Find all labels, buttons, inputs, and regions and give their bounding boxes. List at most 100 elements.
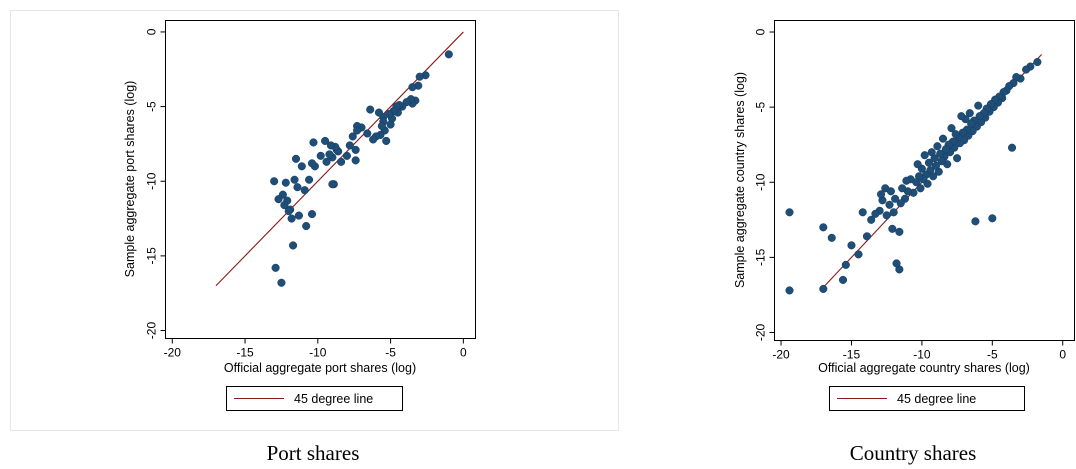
data-point	[841, 260, 850, 269]
data-point	[882, 211, 891, 220]
data-point	[316, 151, 325, 160]
data-point	[871, 209, 880, 218]
y-axis-label: Sample aggregate country shares (log)	[733, 72, 747, 288]
x-tick-label: -20	[772, 348, 790, 362]
data-point	[975, 112, 984, 121]
data-point	[858, 208, 867, 217]
data-point	[271, 263, 280, 272]
data-point	[819, 284, 828, 293]
country-shares-panel: -20 -15 -10 -5 0 0 -5 -10 -15 -20 Official aggreg…	[733, 20, 1075, 465]
x-tick-label: 0	[1059, 348, 1066, 362]
data-point	[881, 184, 890, 193]
data-point	[284, 207, 293, 216]
data-point	[862, 232, 872, 241]
data-point	[892, 259, 901, 268]
ticks: -20 -15 -10 -5 0 0 -5 -10 -15 -20	[145, 28, 468, 359]
data-point	[366, 105, 375, 114]
data-point	[819, 223, 828, 232]
data-point	[920, 151, 929, 160]
data-point	[785, 286, 794, 295]
data-point	[936, 149, 945, 158]
data-point	[933, 142, 942, 151]
y-tick-label: -20	[754, 323, 768, 341]
data-point	[902, 176, 911, 185]
y-tick-label: -10	[754, 173, 768, 191]
data-point	[325, 150, 334, 159]
y-tick-label: 0	[145, 28, 159, 35]
plot-frame	[165, 20, 476, 339]
data-point	[891, 194, 900, 203]
data-point	[374, 108, 383, 117]
data-point	[386, 120, 395, 129]
data-point	[785, 208, 794, 217]
plot-frame	[774, 20, 1075, 341]
data-point	[916, 184, 925, 193]
x-axis-label: Official aggregate port shares (log)	[224, 361, 416, 375]
port-shares-panel: -20 -15 -10 -5 0 0 -5 -10 -15 -20 Official aggreg…	[10, 10, 619, 465]
data-point	[924, 158, 933, 167]
data-point	[896, 199, 905, 208]
panel-caption: Country shares	[850, 441, 977, 465]
data-point	[270, 177, 279, 186]
data-point	[951, 130, 960, 139]
data-point	[300, 186, 309, 195]
x-tick-label: -15	[236, 346, 254, 360]
data-point	[847, 241, 856, 250]
scatter-points	[785, 58, 1042, 295]
plot-area: -20 -15 -10 -5 0 0 -5 -10 -15 -20	[145, 20, 476, 360]
data-point	[895, 227, 904, 236]
data-point	[337, 157, 346, 166]
data-point	[321, 136, 330, 145]
data-point	[307, 159, 317, 168]
data-point	[888, 224, 897, 233]
data-point	[305, 175, 314, 184]
scatter-points	[270, 50, 453, 287]
y-tick-label: -5	[145, 101, 159, 112]
data-point	[345, 141, 354, 150]
data-point	[326, 141, 335, 150]
data-point	[294, 211, 303, 220]
data-point	[927, 148, 936, 157]
data-point	[947, 124, 956, 133]
data-point	[938, 134, 948, 143]
data-point	[291, 154, 301, 163]
data-point	[1022, 65, 1031, 74]
x-tick-label: -10	[913, 348, 931, 362]
plot-area: -20 -15 -10 -5 0 0 -5 -10 -15 -20	[754, 20, 1075, 362]
data-point	[348, 132, 357, 141]
data-point	[854, 250, 863, 259]
data-point	[353, 126, 362, 135]
data-point	[953, 154, 962, 163]
data-point	[377, 121, 386, 131]
data-point	[351, 145, 360, 154]
data-point	[293, 183, 302, 192]
x-tick-label: -15	[843, 348, 861, 362]
panel-border	[10, 10, 619, 431]
data-point	[322, 157, 331, 166]
data-point	[289, 241, 298, 250]
data-point	[277, 278, 286, 287]
data-point	[297, 162, 306, 171]
data-point	[1007, 143, 1017, 152]
y-tick-label: -20	[145, 322, 159, 340]
x-tick-label: -5	[385, 346, 396, 360]
data-point	[382, 136, 391, 145]
data-point	[415, 72, 424, 81]
data-point	[444, 50, 453, 59]
data-point	[827, 233, 836, 242]
legend: 45 degree line	[829, 386, 1025, 411]
data-point	[974, 101, 983, 110]
data-point	[913, 160, 922, 169]
y-tick-label: -15	[145, 247, 159, 265]
data-point	[1033, 58, 1042, 67]
data-point	[838, 275, 848, 284]
y-axis-label: Sample aggregate port shares (log)	[123, 81, 137, 278]
data-point	[967, 119, 976, 128]
y-tick-label: -5	[754, 101, 768, 112]
data-point	[889, 208, 898, 217]
data-point	[876, 190, 886, 199]
data-point	[369, 135, 378, 144]
x-tick-label: 0	[460, 346, 467, 360]
data-point	[287, 214, 296, 223]
